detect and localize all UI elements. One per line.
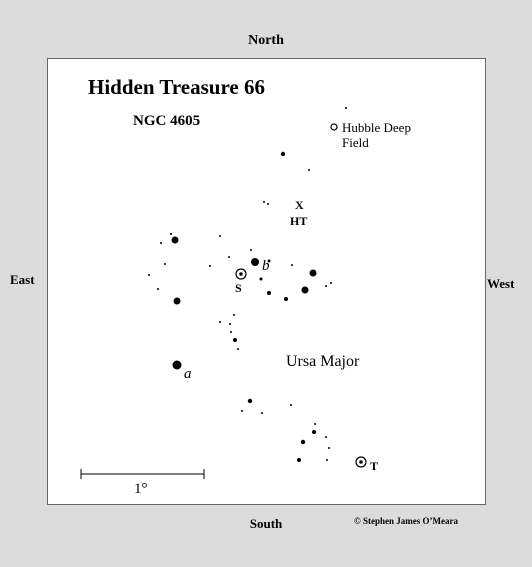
star (308, 169, 310, 171)
star (170, 233, 172, 235)
s-label: S (235, 281, 242, 295)
variable-star-t (355, 456, 367, 468)
star-field (148, 107, 347, 462)
star (229, 323, 231, 325)
star (314, 423, 316, 425)
star (233, 314, 235, 316)
t-label: T (370, 459, 378, 473)
star (250, 249, 252, 251)
star (157, 288, 159, 290)
star (237, 348, 239, 350)
star (290, 404, 292, 406)
star (164, 263, 166, 265)
copyright-credit: © Stephen James O’Meara (354, 516, 458, 526)
chart-title: Hidden Treasure 66 (88, 75, 265, 99)
hubble-label-line1: Hubble Deep (342, 120, 411, 135)
star (328, 447, 330, 449)
star (325, 436, 327, 438)
ht-label: HT (290, 214, 307, 228)
star-chart: Hidden Treasure 66 NGC 4605 Hubble Deep … (47, 58, 486, 505)
star-b (251, 258, 259, 266)
hubble-deep-field-marker (330, 123, 338, 131)
star (160, 242, 162, 244)
star (148, 274, 150, 276)
star (267, 259, 271, 263)
scale-bar (80, 469, 205, 479)
hubble-label-line2: Field (342, 135, 369, 150)
star (233, 338, 237, 342)
variable-star-s (235, 268, 247, 280)
star (267, 291, 271, 295)
a-label: a (184, 366, 192, 382)
south-label: South (249, 516, 283, 531)
star (284, 297, 288, 301)
constellation-label: Ursa Major (286, 353, 360, 370)
star (228, 256, 230, 258)
star (309, 269, 317, 277)
star (326, 459, 328, 461)
star (219, 321, 221, 323)
star (300, 439, 306, 445)
north-label: North (248, 33, 284, 48)
star (345, 107, 347, 109)
star-a (172, 360, 182, 370)
star (312, 430, 316, 434)
star-chart-svg: Hidden Treasure 66 NGC 4605 Hubble Deep … (80, 75, 411, 497)
star (301, 286, 309, 294)
star (171, 236, 179, 244)
star (280, 151, 286, 157)
star (247, 398, 253, 404)
b-label: b (262, 258, 270, 274)
east-label: East (10, 272, 35, 287)
star (230, 331, 232, 333)
chart-subtitle: NGC 4605 (133, 113, 200, 129)
x-label: X (295, 198, 304, 212)
star (297, 458, 301, 462)
star (263, 201, 265, 203)
star (267, 203, 269, 205)
star (241, 410, 243, 412)
star (330, 282, 332, 284)
star (325, 285, 327, 287)
scale-label: 1° (134, 481, 148, 497)
star (261, 412, 263, 414)
star (219, 235, 221, 237)
star (173, 297, 181, 305)
west-label: West (487, 276, 515, 291)
star (209, 265, 211, 267)
star (259, 277, 263, 281)
star (291, 264, 293, 266)
